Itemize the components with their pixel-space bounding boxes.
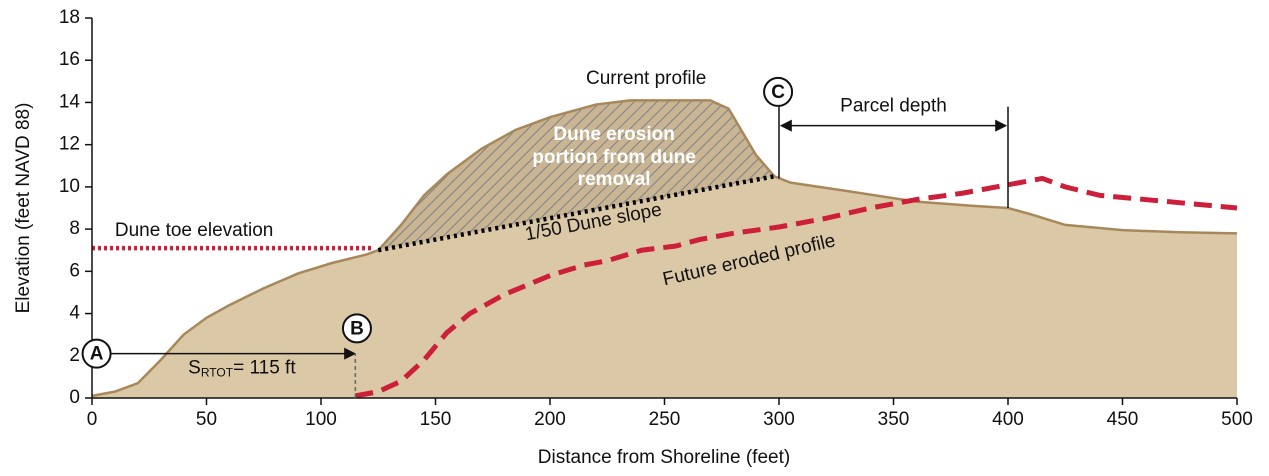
point-marker (763, 76, 794, 107)
y-tick-label: 4 (69, 303, 80, 324)
erosion-label: removal (578, 169, 651, 190)
x-tick-label: 250 (649, 409, 681, 430)
x-axis-label: Distance from Shoreline (feet) (538, 447, 790, 468)
setback-symbol: S (188, 357, 201, 378)
y-axis-label: Elevation (feet NAVD 88) (13, 103, 34, 314)
x-tick-label: 350 (878, 409, 910, 430)
setback-label: SRTOT= 115 ft (188, 357, 296, 379)
point-label: B (350, 318, 364, 339)
dune-toe-label: Dune toe elevation (115, 220, 273, 241)
y-tick-label: 2 (69, 345, 80, 366)
setback-subscript: RTOT (201, 366, 234, 380)
y-tick-label: 18 (59, 7, 80, 28)
erosion-label: portion from dune (532, 147, 696, 168)
point-marker (341, 313, 372, 344)
setback-text: = 115 ft (233, 357, 296, 378)
y-tick-label: 14 (59, 91, 81, 112)
y-tick-label: 10 (59, 176, 80, 197)
erosion-label: Dune erosion (553, 124, 674, 145)
x-tick-label: 100 (305, 409, 337, 430)
profile-line (91, 99, 1238, 398)
series-label: Current profile (586, 68, 706, 89)
y-tick-label: 0 (69, 387, 80, 408)
point-label: C (771, 82, 785, 103)
eroded-line (354, 175, 1238, 399)
x-tick-label: 50 (196, 409, 217, 430)
point-label: A (90, 344, 104, 365)
x-tick-label: 400 (992, 409, 1024, 430)
x-tick-label: 150 (420, 409, 452, 430)
y-tick-label: 16 (59, 49, 80, 70)
y-tick-label: 8 (69, 218, 80, 239)
x-tick-label: 200 (534, 409, 566, 430)
x-tick-label: 300 (763, 409, 795, 430)
erosion-region (378, 100, 775, 251)
x-tick-label: 500 (1221, 409, 1253, 430)
parcel-label: Parcel depth (840, 96, 947, 117)
y-tick-label: 12 (59, 134, 80, 155)
x-tick-label: 0 (87, 409, 98, 430)
x-tick-label: 450 (1107, 409, 1139, 430)
point-marker (81, 338, 112, 369)
y-tick-label: 6 (69, 260, 80, 281)
